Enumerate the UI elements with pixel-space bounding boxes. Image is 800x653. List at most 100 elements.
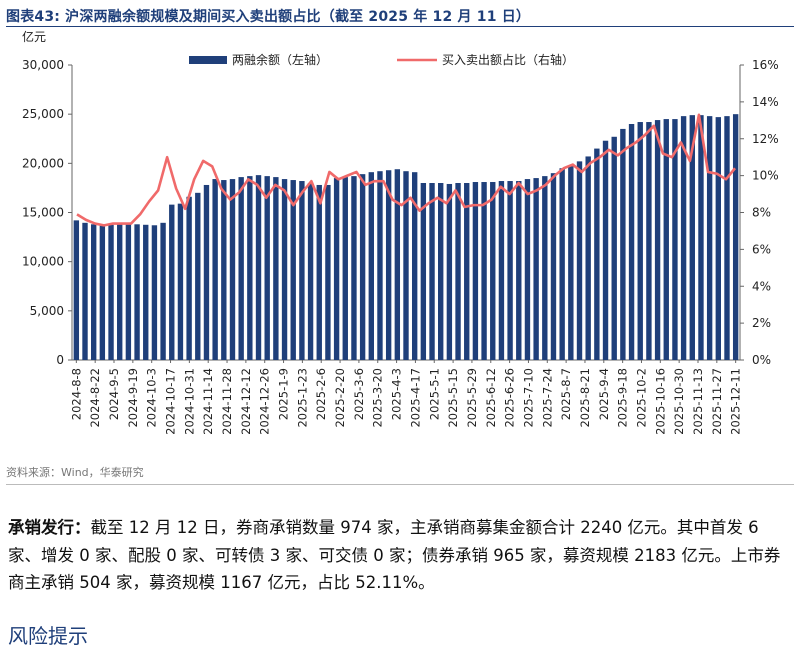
x-tick-label: 2024-8-8 <box>69 368 83 420</box>
x-tick-label: 2025-5-1 <box>427 368 441 420</box>
x-tick-label: 2024-8-22 <box>88 368 102 428</box>
legend-line-label: 买入卖出额占比（右轴） <box>442 52 574 67</box>
x-tick-label: 2025-11-13 <box>691 368 705 435</box>
balance-bar <box>229 179 236 360</box>
balance-bar <box>672 119 678 360</box>
balance-bar <box>663 119 669 360</box>
x-tick-label: 2025-10-16 <box>653 368 667 435</box>
right-tick-label: 4% <box>752 279 771 293</box>
x-tick-label: 2024-10-31 <box>182 368 196 435</box>
left-axis-unit: 亿元 <box>22 29 46 44</box>
figure-title: 图表43: 沪深两融余额规模及期间买入卖出额占比（截至 2025 年 12 月 … <box>6 9 531 25</box>
balance-bar <box>247 176 253 360</box>
x-tick-label: 2025-8-21 <box>578 368 592 428</box>
balance-bar <box>706 116 713 360</box>
balance-bar <box>646 122 652 360</box>
balance-bar <box>82 222 88 360</box>
balance-bar <box>91 224 97 360</box>
balance-bar <box>654 120 661 360</box>
divider <box>6 484 794 485</box>
balance-bar <box>559 168 565 360</box>
x-tick-label: 2025-6-26 <box>503 368 517 428</box>
x-tick-label: 2025-11-27 <box>710 368 724 435</box>
balance-bar <box>542 176 548 360</box>
x-tick-label: 2024-12-12 <box>239 368 253 435</box>
balance-bar <box>333 178 340 360</box>
x-tick-label: 2025-7-10 <box>521 368 535 428</box>
balance-bar <box>316 184 322 360</box>
balance-bar <box>169 204 175 360</box>
balance-bar <box>186 196 192 360</box>
balance-bar <box>99 224 106 360</box>
balance-bar <box>342 177 348 360</box>
x-tick-label: 2024-10-17 <box>164 368 178 435</box>
balance-bar <box>125 224 132 360</box>
balance-bar <box>594 148 600 360</box>
right-tick-label: 10% <box>752 169 779 183</box>
ratio-line <box>76 113 737 227</box>
balance-bar <box>481 182 487 360</box>
balance-bar <box>732 114 739 360</box>
x-tick-label: 2025-4-17 <box>408 368 422 428</box>
x-tick-label: 2025-9-18 <box>616 368 630 428</box>
left-tick-label: 0 <box>56 353 64 367</box>
balance-bar <box>568 165 574 360</box>
legend-bar-label: 两融余额（左轴） <box>232 52 328 67</box>
balance-bar <box>177 203 184 360</box>
x-tick-label: 2025-1-9 <box>277 368 291 420</box>
balance-bar <box>394 169 401 360</box>
balance-bar <box>585 156 591 360</box>
balance-bar <box>637 122 643 360</box>
left-tick-label: 20,000 <box>22 156 64 170</box>
x-tick-label: 2025-10-2 <box>635 368 649 428</box>
balance-bar <box>680 116 687 360</box>
margin-balance-chart: 亿元 0 5,000 10,000 15,000 20,000 25,000 30,000 0%… <box>22 29 779 435</box>
balance-bar <box>429 183 435 360</box>
paragraph-label: 承销发行： <box>8 518 91 537</box>
x-tick-label: 2025-6-12 <box>484 368 498 428</box>
balance-bar <box>446 183 453 360</box>
balance-bar <box>472 182 479 360</box>
line-series <box>76 113 737 227</box>
x-tick-label: 2025-9-4 <box>597 368 611 420</box>
balance-bar <box>134 224 140 360</box>
balance-bar <box>351 176 357 360</box>
balance-bar <box>359 174 366 360</box>
x-tick-label: 2025-5-15 <box>446 368 460 428</box>
right-tick-label: 16% <box>752 58 779 72</box>
right-tick-label: 12% <box>752 132 779 146</box>
figure-header: 图表43: 沪深两融余额规模及期间买入卖出额占比（截至 2025 年 12 月 … <box>6 4 794 27</box>
balance-bar <box>299 181 305 360</box>
balance-bar <box>550 173 557 360</box>
right-tick-label: 0% <box>752 353 771 367</box>
chart-axes: 亿元 0 5,000 10,000 15,000 20,000 25,000 30,000 0%… <box>22 29 779 435</box>
balance-bar <box>143 224 149 360</box>
paragraph-body: 截至 12 月 12 日，券商承销数量 974 家，主承销商募集金额合计 224… <box>8 518 781 592</box>
balance-bar <box>385 170 392 360</box>
x-tick-label: 2025-2-6 <box>314 368 328 420</box>
balance-bar <box>255 175 262 360</box>
balance-bar <box>620 128 626 360</box>
balance-bar <box>160 222 166 360</box>
bar-series <box>73 114 739 361</box>
x-tick-label: 2024-10-3 <box>145 368 159 428</box>
x-tick-label: 2025-3-6 <box>352 368 366 420</box>
left-tick-label: 10,000 <box>22 255 64 269</box>
right-tick-label: 14% <box>752 95 779 109</box>
balance-bar <box>516 181 522 360</box>
right-tick-label: 6% <box>752 242 771 256</box>
left-tick-label: 30,000 <box>22 58 64 72</box>
x-tick-label: 2025-1-23 <box>295 368 309 428</box>
balance-bar <box>628 124 635 360</box>
balance-bar <box>290 180 296 360</box>
balance-bar <box>533 178 539 360</box>
balance-bar <box>368 172 374 360</box>
balance-bar <box>151 225 158 360</box>
x-tick-label: 2025-12-11 <box>729 368 743 435</box>
chart-legend: 两融余额（左轴） 买入卖出额占比（右轴） <box>189 52 574 67</box>
balance-bar <box>420 183 427 360</box>
balance-bar <box>117 224 123 360</box>
balance-bar <box>507 181 513 360</box>
balance-bar <box>403 171 409 360</box>
x-tick-label: 2025-10-30 <box>672 368 686 435</box>
